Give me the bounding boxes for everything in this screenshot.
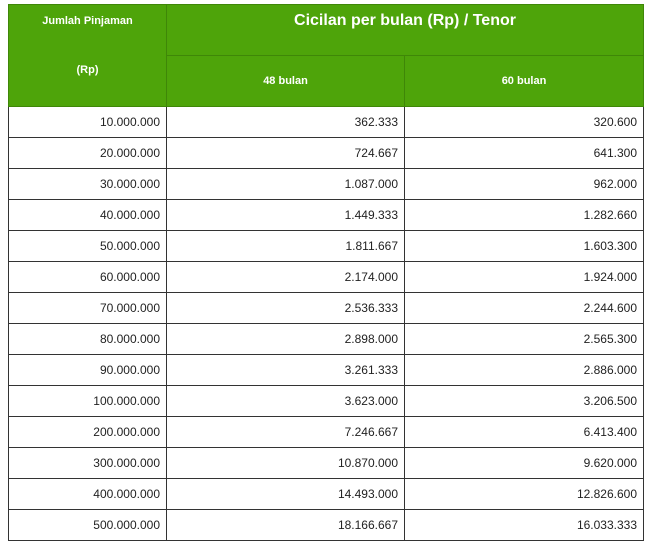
installment-48-cell: 1.449.333: [166, 199, 405, 231]
header-row-tenor: 48 bulan 60 bulan: [9, 55, 644, 107]
installment-48-cell: 3.623.000: [166, 385, 405, 417]
tenor-48-header: 48 bulan: [166, 55, 405, 107]
table-row: 10.000.000 362.333 320.600: [8, 106, 644, 138]
table-row: 90.000.000 3.261.333 2.886.000: [8, 354, 644, 386]
table-row: 60.000.000 2.174.000 1.924.000: [8, 261, 644, 293]
installment-48-cell: 10.870.000: [166, 447, 405, 479]
installment-48-cell: 724.667: [166, 137, 405, 169]
installment-table: Jumlah Pinjaman (Rp) Cicilan per bulan (…: [8, 4, 644, 541]
installment-60-cell: 9.620.000: [404, 447, 644, 479]
installment-48-cell: 3.261.333: [166, 354, 405, 386]
installment-48-cell: 14.493.000: [166, 478, 405, 510]
loan-amount-cell: 100.000.000: [8, 385, 167, 417]
loan-amount-header: Jumlah Pinjaman (Rp): [8, 4, 167, 107]
table-row: 200.000.000 7.246.667 6.413.400: [8, 416, 644, 448]
table-row: 40.000.000 1.449.333 1.282.660: [8, 199, 644, 231]
tenor-60-header: 60 bulan: [404, 55, 644, 107]
installment-60-cell: 16.033.333: [404, 509, 644, 541]
loan-amount-cell: 30.000.000: [8, 168, 167, 200]
installment-60-cell: 641.300: [404, 137, 644, 169]
loan-amount-cell: 80.000.000: [8, 323, 167, 355]
installment-48-cell: 1.087.000: [166, 168, 405, 200]
installment-48-cell: 1.811.667: [166, 230, 405, 262]
installment-48-cell: 18.166.667: [166, 509, 405, 541]
loan-amount-cell: 300.000.000: [8, 447, 167, 479]
loan-amount-cell: 60.000.000: [8, 261, 167, 293]
loan-amount-header-label: Jumlah Pinjaman: [42, 15, 133, 27]
loan-amount-header-unit: (Rp): [76, 64, 99, 76]
table-row: 100.000.000 3.623.000 3.206.500: [8, 385, 644, 417]
installment-48-cell: 2.898.000: [166, 323, 405, 355]
loan-amount-cell: 70.000.000: [8, 292, 167, 324]
table-row: 500.000.000 18.166.667 16.033.333: [8, 509, 644, 541]
installment-60-cell: 12.826.600: [404, 478, 644, 510]
loan-amount-cell: 10.000.000: [8, 106, 167, 138]
table-row: 80.000.000 2.898.000 2.565.300: [8, 323, 644, 355]
installment-60-cell: 1.282.660: [404, 199, 644, 231]
installment-60-cell: 2.565.300: [404, 323, 644, 355]
table-row: 20.000.000 724.667 641.300: [8, 137, 644, 169]
installment-48-cell: 362.333: [166, 106, 405, 138]
table-body: 10.000.000 362.333 320.600 20.000.000 724.66…: [8, 106, 644, 541]
table-header: Jumlah Pinjaman (Rp) Cicilan per bulan (…: [8, 4, 644, 107]
header-row-top: Jumlah Pinjaman (Rp) Cicilan per bulan (…: [8, 4, 644, 107]
installment-48-cell: 7.246.667: [166, 416, 405, 448]
installment-60-cell: 1.603.300: [404, 230, 644, 262]
loan-amount-cell: 500.000.000: [8, 509, 167, 541]
table-row: 400.000.000 14.493.000 12.826.600: [8, 478, 644, 510]
installment-group-title: Cicilan per bulan (Rp) / Tenor: [294, 12, 516, 29]
table-row: 50.000.000 1.811.667 1.603.300: [8, 230, 644, 262]
installment-group-header: Cicilan per bulan (Rp) / Tenor: [166, 4, 644, 56]
installment-60-cell: 6.413.400: [404, 416, 644, 448]
loan-amount-cell: 50.000.000: [8, 230, 167, 262]
loan-amount-cell: 200.000.000: [8, 416, 167, 448]
installment-48-cell: 2.536.333: [166, 292, 405, 324]
installment-60-cell: 2.886.000: [404, 354, 644, 386]
table-row: 300.000.000 10.870.000 9.620.000: [8, 447, 644, 479]
table-row: 70.000.000 2.536.333 2.244.600: [8, 292, 644, 324]
loan-amount-cell: 90.000.000: [8, 354, 167, 386]
installment-60-cell: 3.206.500: [404, 385, 644, 417]
installment-48-cell: 2.174.000: [166, 261, 405, 293]
loan-amount-cell: 20.000.000: [8, 137, 167, 169]
installment-60-cell: 2.244.600: [404, 292, 644, 324]
installment-60-cell: 962.000: [404, 168, 644, 200]
installment-60-cell: 320.600: [404, 106, 644, 138]
loan-amount-cell: 40.000.000: [8, 199, 167, 231]
table-row: 30.000.000 1.087.000 962.000: [8, 168, 644, 200]
installment-60-cell: 1.924.000: [404, 261, 644, 293]
loan-amount-cell: 400.000.000: [8, 478, 167, 510]
